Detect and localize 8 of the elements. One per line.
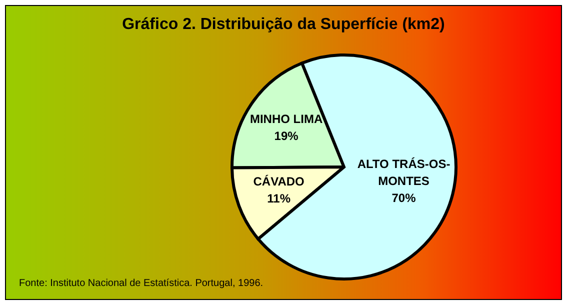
chart-title: Gráfico 2. Distribuição da Superfície (km2): [121, 16, 446, 34]
data-label: 11%: [267, 192, 291, 206]
slice-label: CÁVADO: [253, 174, 304, 189]
source-note: Fonte: Instituto Nacional de Estatística. Portugal, 1996.: [19, 278, 264, 289]
slice-label: MINHO LIMA: [250, 112, 323, 126]
slice-label: ALTO TRÁS-OS-MONTES: [357, 157, 450, 188]
data-label: 19%: [274, 129, 299, 144]
data-label: 70%: [392, 191, 416, 206]
